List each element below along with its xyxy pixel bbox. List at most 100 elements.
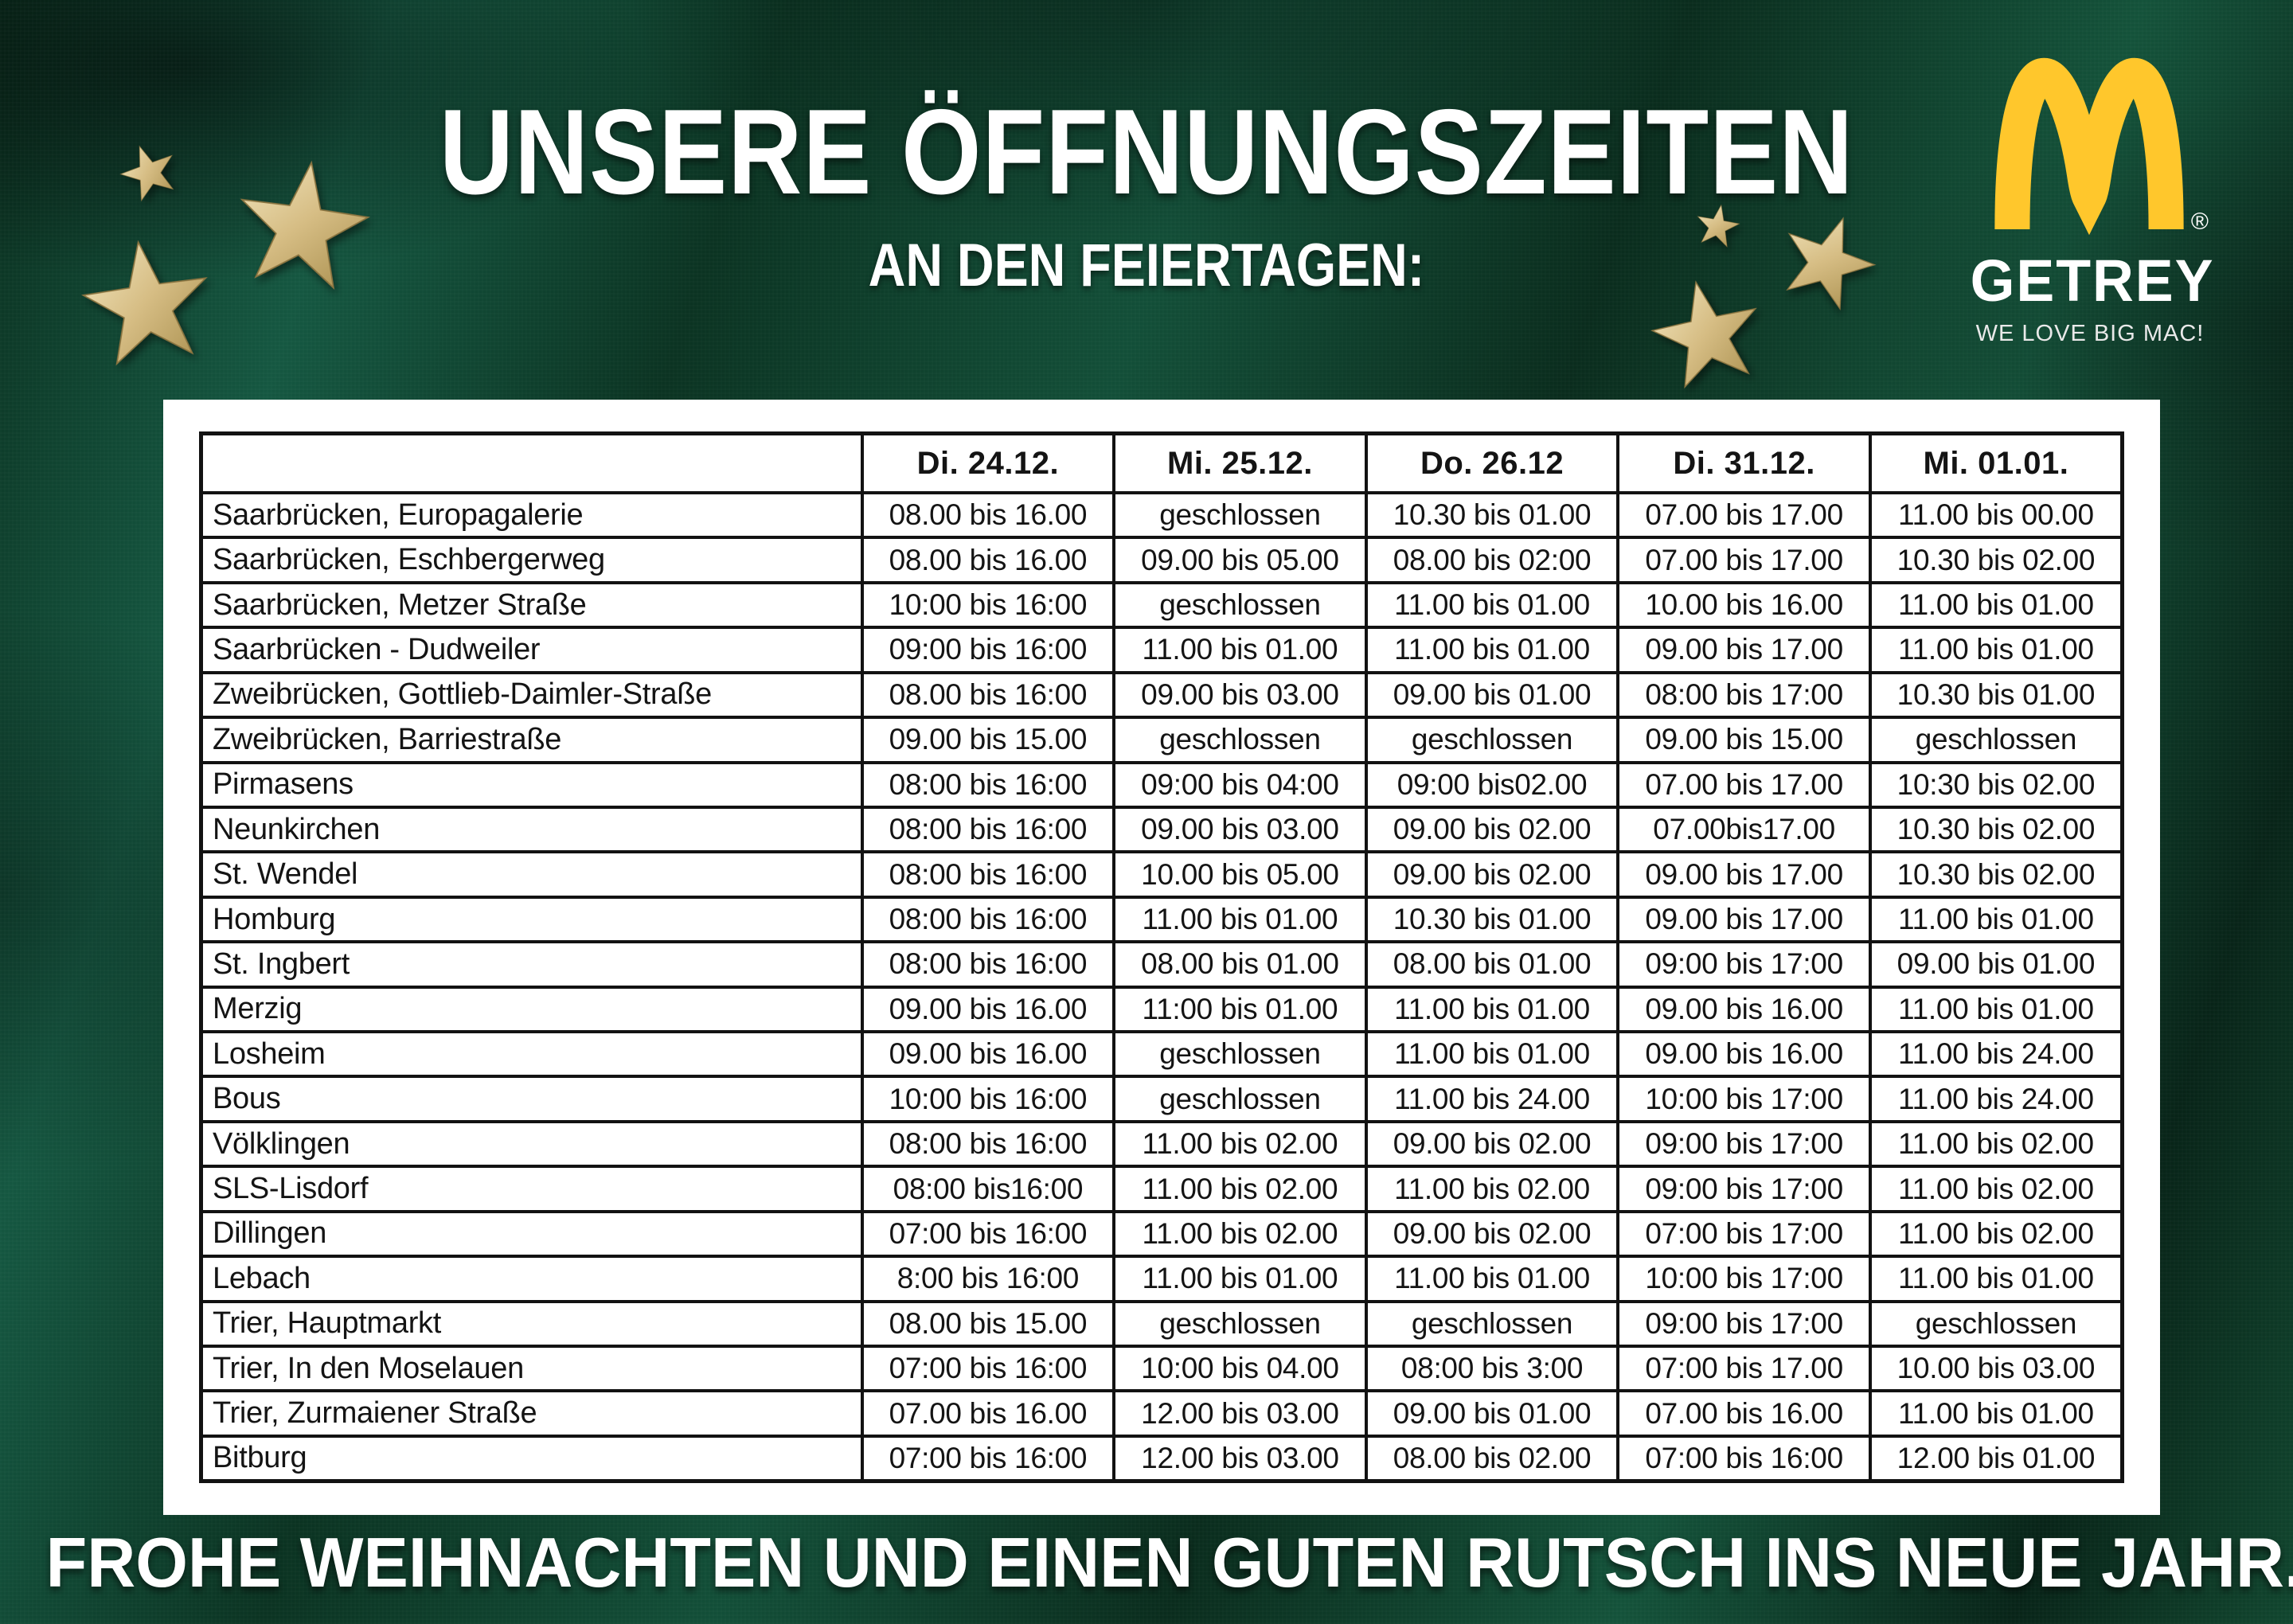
time-cell: 11.00 bis 24.00 (1364, 1075, 1620, 1123)
time-cell: 11.00 bis 24.00 (1868, 1030, 2124, 1079)
time-cell: 08:00 bis16:00 (860, 1165, 1116, 1213)
time-cell: 09.00 bis 02.00 (1364, 1119, 1620, 1169)
column-header-location (199, 431, 864, 494)
mcdonalds-logo: ® (1967, 46, 2213, 242)
hours-card: Di. 24.12. Mi. 25.12. Do. 26.12 Di. 31.1… (163, 400, 2160, 1515)
location-cell: Bitburg (199, 1434, 864, 1483)
time-cell: geschlossen (1868, 1299, 2124, 1349)
time-cell: 10.30 bis 02.00 (1868, 805, 2124, 854)
time-cell: 10.00 bis 16.00 (1616, 580, 1872, 630)
time-cell: 07.00 bis 16.00 (860, 1389, 1116, 1438)
time-cell: 09:00 bis 17:00 (1616, 1119, 1872, 1169)
table-row: Zweibrücken, Gottlieb-Daimler-Straße 08.… (199, 670, 2124, 720)
location-cell: Trier, Hauptmarkt (199, 1299, 864, 1349)
time-cell: 07:00 bis 16:00 (860, 1209, 1116, 1259)
location-cell: Trier, In den Moselauen (199, 1345, 864, 1393)
location-cell: Zweibrücken, Gottlieb-Daimler-Straße (199, 670, 864, 720)
time-cell: 11.00 bis 02.00 (1868, 1119, 2124, 1169)
star-icon (80, 240, 208, 366)
time-cell: 11:00 bis 01.00 (1112, 985, 1368, 1034)
time-cell: 09:00 bis 04:00 (1112, 760, 1368, 809)
time-cell: 09.00 bis 16.00 (860, 985, 1116, 1034)
table-row: St. Wendel 08:00 bis 16:00 10.00 bis 05.… (199, 850, 2124, 899)
time-cell: 08.00 bis 02.00 (1364, 1434, 1620, 1483)
time-cell: 07.00 bis 17.00 (1616, 490, 1872, 540)
time-cell: 07:00 bis 17.00 (1616, 1345, 1872, 1393)
time-cell: 11.00 bis 02.00 (1868, 1165, 2124, 1213)
time-cell: 07.00 bis 17.00 (1616, 760, 1872, 809)
time-cell: 11.00 bis 01.00 (1868, 1389, 2124, 1438)
time-cell: 09.00 bis 15.00 (860, 716, 1116, 764)
time-cell: 07:00 bis 16:00 (860, 1434, 1116, 1483)
table-row: Bous 10:00 bis 16:00 geschlossen 11.00 b… (199, 1075, 2124, 1123)
table-row: Homburg 08:00 bis 16:00 11.00 bis 01.00 … (199, 895, 2124, 944)
time-cell: 12.00 bis 03.00 (1112, 1434, 1368, 1483)
location-cell: Saarbrücken, Europagalerie (199, 490, 864, 540)
time-cell: 08:00 bis 17:00 (1616, 670, 1872, 720)
time-cell: 10.00 bis 03.00 (1868, 1345, 2124, 1393)
column-header-date: Di. 24.12. (860, 431, 1116, 494)
time-cell: 11.00 bis 01.00 (1112, 1255, 1368, 1303)
table-row: Trier, In den Moselauen 07:00 bis 16:00 … (199, 1345, 2124, 1393)
time-cell: 11.00 bis 01.00 (1364, 1030, 1620, 1079)
column-header-date: Di. 31.12. (1616, 431, 1872, 494)
location-cell: Dillingen (199, 1209, 864, 1259)
time-cell: 07:00 bis 16:00 (1616, 1434, 1872, 1483)
time-cell: 08.00 bis 01.00 (1112, 940, 1368, 989)
time-cell: 08.00 bis 16:00 (860, 670, 1116, 720)
location-cell: SLS-Lisdorf (199, 1165, 864, 1213)
time-cell: geschlossen (1112, 716, 1368, 764)
brand-tagline: WE LOVE BIG MAC! (1975, 321, 2205, 346)
time-cell: 11.00 bis 01.00 (1364, 985, 1620, 1034)
time-cell: geschlossen (1112, 1299, 1368, 1349)
star-icon (1650, 280, 1757, 389)
table-row: Völklingen 08:00 bis 16:00 11.00 bis 02.… (199, 1119, 2124, 1169)
location-cell: Lebach (199, 1255, 864, 1303)
time-cell: 09.00 bis 16.00 (1616, 985, 1872, 1034)
location-cell: Völklingen (199, 1119, 864, 1169)
time-cell: geschlossen (1112, 490, 1368, 540)
time-cell: geschlossen (1112, 1030, 1368, 1079)
location-cell: Saarbrücken, Eschbergerweg (199, 536, 864, 584)
time-cell: 09.00 bis 16.00 (860, 1030, 1116, 1079)
time-cell: 09.00 bis 03.00 (1112, 670, 1368, 720)
time-cell: 09.00 bis 02.00 (1364, 850, 1620, 899)
time-cell: geschlossen (1364, 716, 1620, 764)
table-row: Trier, Zurmaiener Straße 07.00 bis 16.00… (199, 1389, 2124, 1438)
location-cell: St. Ingbert (199, 940, 864, 989)
time-cell: 11.00 bis 01.00 (1364, 626, 1620, 674)
time-cell: 08.00 bis 01.00 (1364, 940, 1620, 989)
time-cell: 08:00 bis 16:00 (860, 805, 1116, 854)
time-cell: geschlossen (1364, 1299, 1620, 1349)
time-cell: 11.00 bis 02.00 (1364, 1165, 1620, 1213)
time-cell: 11.00 bis 02.00 (1112, 1119, 1368, 1169)
star-icon (119, 145, 174, 202)
time-cell: 08.00 bis 15.00 (860, 1299, 1116, 1349)
location-cell: Neunkirchen (199, 805, 864, 854)
time-cell: 10.30 bis 01.00 (1364, 895, 1620, 944)
time-cell: geschlossen (1112, 580, 1368, 630)
time-cell: 08:00 bis 16:00 (860, 940, 1116, 989)
page-subtitle: AN DEN FEIERTAGEN: (868, 232, 1425, 299)
time-cell: 10:00 bis 17:00 (1616, 1075, 1872, 1123)
time-cell: 09:00 bis 16:00 (860, 626, 1116, 674)
time-cell: 07.00bis17.00 (1616, 805, 1872, 854)
star-icon (1697, 204, 1740, 248)
time-cell: 08:00 bis 16:00 (860, 895, 1116, 944)
table-header-row: Di. 24.12. Mi. 25.12. Do. 26.12 Di. 31.1… (199, 431, 2124, 494)
time-cell: 10.30 bis 02.00 (1868, 536, 2124, 584)
table-row: Trier, Hauptmarkt 08.00 bis 15.00 geschl… (199, 1299, 2124, 1349)
table-row: Pirmasens 08:00 bis 16:00 09:00 bis 04:0… (199, 760, 2124, 809)
location-cell: Zweibrücken, Barriestraße (199, 716, 864, 764)
time-cell: 07:00 bis 17:00 (1616, 1209, 1872, 1259)
time-cell: 12.00 bis 03.00 (1112, 1389, 1368, 1438)
time-cell: 10:00 bis 16:00 (860, 1075, 1116, 1123)
time-cell: 09.00 bis 01.00 (1364, 670, 1620, 720)
table-row: Losheim 09.00 bis 16.00 geschlossen 11.0… (199, 1030, 2124, 1079)
time-cell: 10:00 bis 17:00 (1616, 1255, 1872, 1303)
time-cell: 09.00 bis 17.00 (1616, 850, 1872, 899)
time-cell: 07.00 bis 17.00 (1616, 536, 1872, 584)
location-cell: Merzig (199, 985, 864, 1034)
time-cell: 09.00 bis 05.00 (1112, 536, 1368, 584)
mcdonalds-arches-icon (1994, 57, 2184, 236)
